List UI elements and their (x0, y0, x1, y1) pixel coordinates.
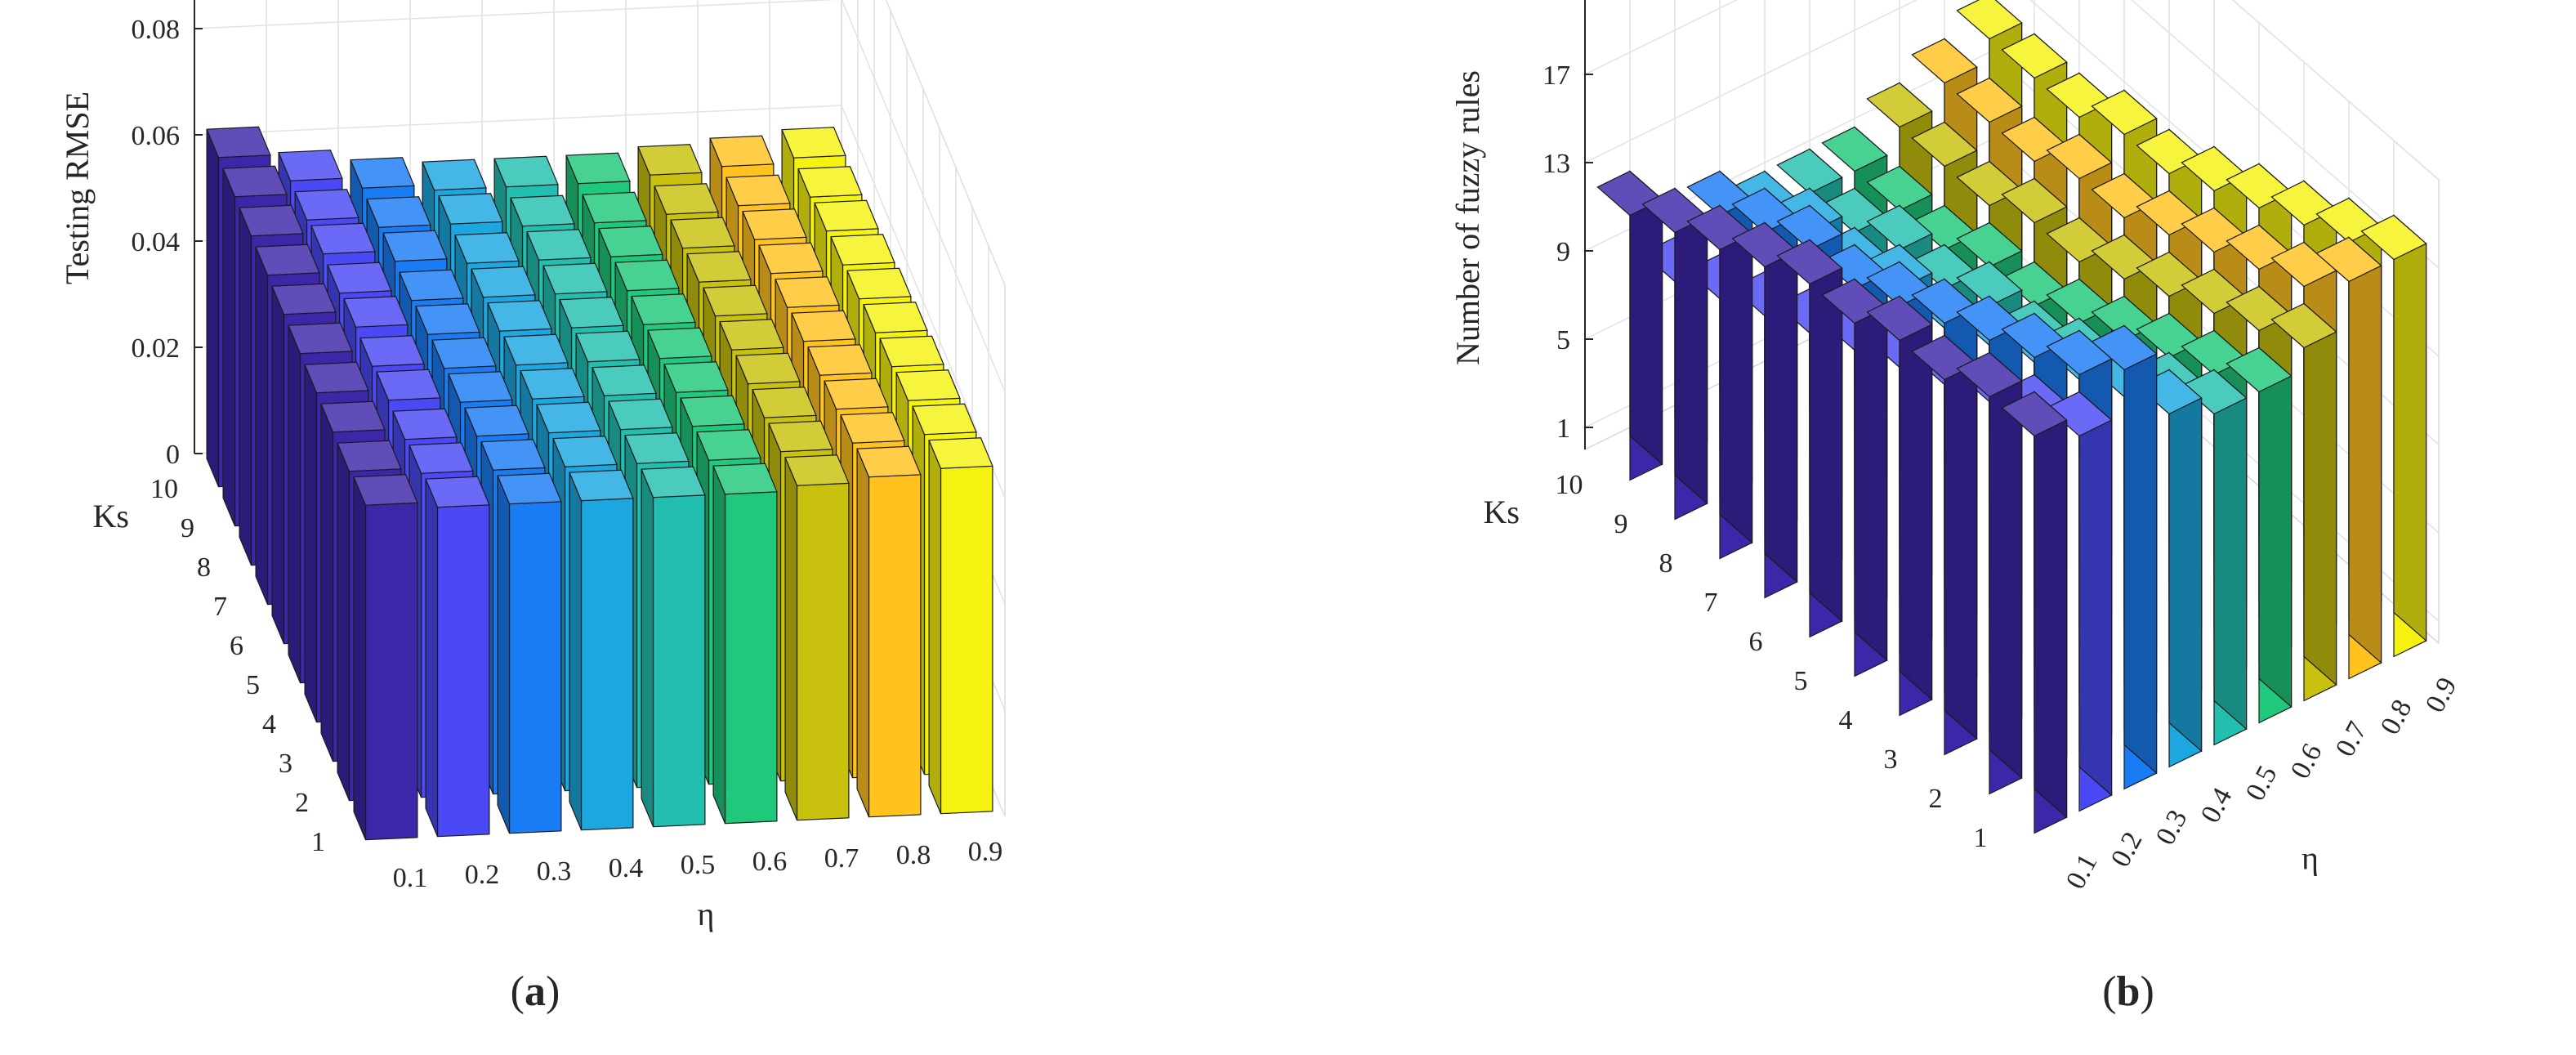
grid-line (194, 0, 1006, 392)
y-tick-label: 1 (311, 827, 325, 857)
y-tick-label: 5 (1794, 666, 1808, 696)
x-tick-label: 0.4 (2195, 783, 2239, 828)
grid-line (885, 0, 1006, 286)
panel-letter: a (525, 968, 546, 1015)
x-tick-label: 0.3 (537, 856, 572, 887)
bar (712, 463, 778, 825)
bar (2226, 346, 2293, 724)
bar (569, 469, 634, 831)
z-tick-label: 0.06 (132, 121, 181, 151)
bar (1866, 295, 1933, 717)
bar (2046, 391, 2113, 812)
bar (1641, 187, 1708, 521)
y-tick-label: 3 (1884, 744, 1898, 775)
x-tick-label: 0.4 (609, 853, 644, 883)
bar (928, 437, 993, 815)
y-tick-label: 2 (1929, 784, 1943, 814)
bars (1596, 0, 2427, 834)
z-tick-label: 0.08 (132, 15, 181, 45)
x-tick-label: 0.3 (2150, 805, 2194, 850)
z-tick-label: 5 (1556, 325, 1570, 355)
y-tick-label: 5 (246, 670, 260, 700)
z-tick-label: 1 (1556, 414, 1570, 444)
z-tick-label: 0 (166, 440, 180, 470)
bar (2091, 324, 2158, 790)
x-tick-label: 0.9 (2420, 673, 2463, 717)
z-tick-label: 0.02 (132, 333, 181, 364)
bar (1686, 204, 1753, 560)
bar (2360, 214, 2427, 658)
y-axis-label: Ks (1484, 494, 1520, 530)
grid-line (194, 105, 1006, 498)
x-tick-label: 0.7 (824, 843, 859, 874)
bar (856, 445, 922, 818)
bar (1956, 351, 2023, 795)
y-tick-label: 10 (150, 474, 178, 504)
bar (1596, 170, 1663, 481)
y-tick-label: 4 (262, 709, 276, 740)
y-tick-label: 10 (1556, 470, 1583, 500)
panel-label: (b) (2102, 968, 2154, 1015)
panel-b-chart: 1 5 9 13 17 21 0.10.20.30.40.50.60.70.80.9 1 2 3 4… (1449, 0, 2463, 1015)
z-tick-label: 0.04 (132, 227, 181, 257)
x-tick-label: 0.5 (681, 850, 716, 880)
bar (425, 476, 490, 838)
bar (2315, 236, 2382, 680)
z-axis-label: Testing RMSE (59, 92, 96, 284)
panel-a-chart: 00.020.040.060.080.10.10.20.30.40.50.60.… (59, 0, 1006, 1015)
x-tick-label: 0.2 (465, 860, 500, 890)
x-axis-label: η (698, 896, 715, 932)
bar (497, 472, 562, 834)
z-axis-label: Number of fuzzy rules (1449, 70, 1486, 365)
y-tick-label: 9 (181, 513, 194, 543)
x-tick-label: 0.8 (896, 840, 931, 870)
y-tick-label: 3 (279, 749, 292, 779)
bar (1911, 334, 1978, 756)
y-tick-label: 6 (1749, 627, 1763, 657)
bar (353, 474, 418, 841)
x-tick-label: 0.9 (968, 837, 1003, 867)
grid-line (1584, 0, 2440, 269)
x-axis-label: η (2301, 840, 2319, 877)
bar (2270, 302, 2337, 702)
grid-line (2231, 0, 2440, 181)
x-tick-label: 0.6 (2285, 739, 2328, 784)
y-tick-label: 4 (1839, 705, 1853, 735)
x-tick-label: 0.5 (2240, 761, 2284, 806)
y-tick-label: 7 (213, 592, 227, 622)
y-tick-label: 9 (1614, 509, 1628, 539)
y-tick-label: 8 (197, 552, 211, 583)
bar (1821, 278, 1888, 677)
z-tick-label: 9 (1556, 237, 1570, 267)
y-tick-label: 8 (1659, 548, 1673, 579)
bar (2001, 391, 2068, 834)
y-tick-label: 1 (1974, 823, 1988, 853)
y-axis-label: Ks (93, 498, 129, 534)
bars (206, 126, 993, 841)
x-tick-label: 0.6 (752, 847, 788, 877)
panel-label: (a) (511, 968, 560, 1015)
z-tick-label: 21 (1542, 0, 1570, 2)
x-tick-label: 0.1 (393, 863, 428, 893)
y-tick-label: 7 (1704, 588, 1718, 618)
x-tick-label: 0.1 (2060, 849, 2104, 894)
x-tick-label: 0.8 (2375, 695, 2418, 740)
y-tick-label: 2 (295, 788, 309, 818)
y-tick-label: 6 (230, 631, 243, 661)
bar (784, 454, 850, 821)
bar (1776, 239, 1843, 638)
x-tick-label: 0.7 (2330, 717, 2373, 762)
z-tick-label: 13 (1542, 149, 1570, 179)
z-tick-label: 17 (1542, 60, 1570, 91)
panel-letter: b (2117, 968, 2141, 1015)
bar (2181, 369, 2248, 746)
x-tick-label: 0.2 (2105, 827, 2149, 872)
bar (641, 466, 706, 828)
